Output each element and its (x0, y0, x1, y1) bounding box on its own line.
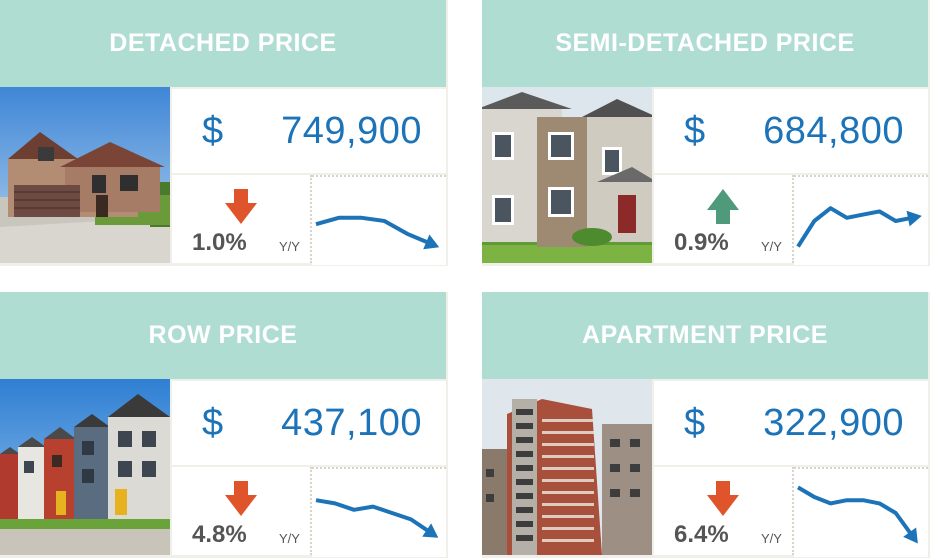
card-title: DETACHED PRICE (109, 29, 337, 57)
card-header: APARTMENT PRICE (482, 292, 928, 379)
price-box: $ 437,100 (172, 381, 446, 465)
trend-line (315, 215, 431, 246)
trend-sparkline (312, 175, 446, 265)
trend-line (796, 206, 913, 248)
trend-sparkline (794, 175, 928, 265)
row-price-card: ROW PRICE (0, 292, 448, 558)
trend-arrowhead (906, 210, 922, 227)
semi-detached-price-card: SEMI-DETACHED PRICE $ (482, 0, 930, 266)
arrow-down-icon (225, 481, 257, 516)
price-value: 437,100 (281, 401, 422, 444)
currency-symbol: $ (684, 401, 706, 444)
change-unit: Y/Y (761, 531, 782, 546)
trend-sparkline (794, 467, 928, 557)
change-percent: 6.4% (674, 521, 729, 548)
change-box: 6.4% Y/Y (654, 467, 794, 555)
change-unit: Y/Y (761, 239, 782, 254)
change-percent: 4.8% (192, 521, 247, 548)
currency-symbol: $ (202, 109, 224, 152)
change-box: 4.8% Y/Y (172, 467, 312, 555)
price-box: $ 749,900 (172, 89, 446, 173)
change-percent: 1.0% (192, 229, 247, 256)
detached-price-card: DETACHED PRICE $ 749,900 (0, 0, 448, 266)
trend-arrowhead (903, 527, 918, 544)
card-title: APARTMENT PRICE (582, 321, 828, 349)
trend-line (796, 485, 914, 537)
semi-detached-house-photo (482, 87, 652, 263)
card-title: ROW PRICE (148, 321, 298, 349)
trend-arrowhead (423, 234, 440, 250)
change-percent: 0.9% (674, 229, 729, 256)
trend-line (315, 498, 432, 534)
change-unit: Y/Y (279, 531, 300, 546)
price-box: $ 684,800 (654, 89, 928, 173)
change-box: 1.0% Y/Y (172, 175, 312, 263)
price-box: $ 322,900 (654, 381, 928, 465)
arrow-up-icon (707, 189, 739, 224)
price-value: 684,800 (763, 109, 904, 152)
card-title: SEMI-DETACHED PRICE (555, 29, 855, 57)
arrow-down-icon (225, 189, 257, 224)
price-value: 749,900 (281, 109, 422, 152)
card-header: ROW PRICE (0, 292, 446, 379)
change-box: 0.9% Y/Y (654, 175, 794, 263)
currency-symbol: $ (202, 401, 224, 444)
card-header: SEMI-DETACHED PRICE (482, 0, 928, 87)
card-header: DETACHED PRICE (0, 0, 446, 87)
row-houses-photo (0, 379, 170, 555)
arrow-down-icon (707, 481, 739, 516)
trend-arrowhead (422, 523, 439, 538)
change-unit: Y/Y (279, 239, 300, 254)
price-value: 322,900 (763, 401, 904, 444)
apartment-tower-photo (482, 379, 652, 555)
detached-house-photo (0, 87, 170, 263)
trend-sparkline (312, 467, 446, 557)
apartment-price-card: APARTMENT PRICE (482, 292, 930, 558)
currency-symbol: $ (684, 109, 706, 152)
